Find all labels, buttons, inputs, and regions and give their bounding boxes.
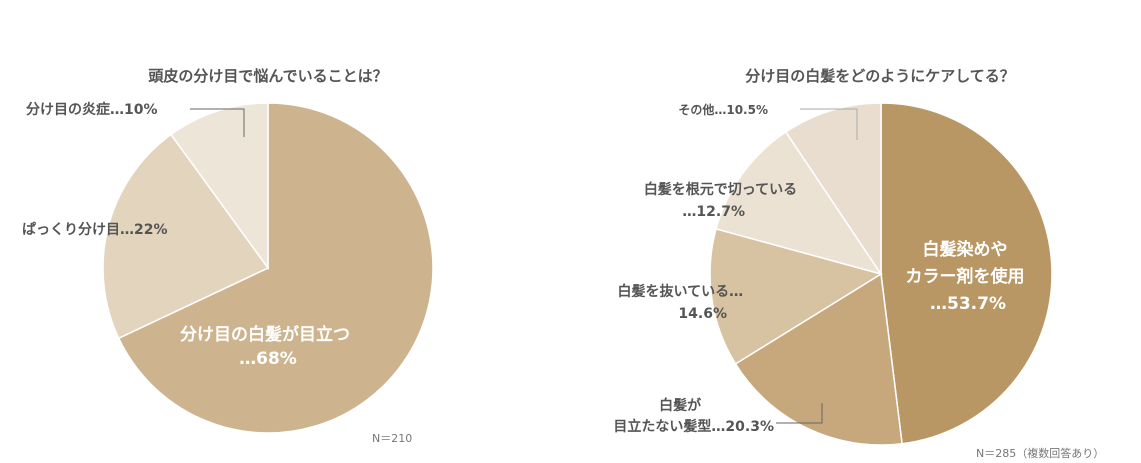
chart-1-slice-0 [117, 102, 434, 434]
chart-2-slice-0 [880, 102, 1053, 445]
chart-1-title: 頭皮の分け目で悩んでいることは？ [148, 67, 387, 85]
chart-1-slice-1 [102, 133, 270, 340]
chart-1-leader-2 [190, 108, 245, 137]
chart-2-leader-1 [776, 403, 823, 424]
chart-1: 頭皮の分け目で悩んでいることは？ 分け目の白髪が目立つ …68% ぱっくり分け目… [22, 67, 434, 445]
chart-2-title: 分け目の白髪をどのようにケアしてる？ [745, 67, 1015, 85]
chart-2-slice-1 [734, 272, 903, 446]
chart-1-note: N＝210 [372, 432, 412, 445]
chart-2-note: N＝285（複数回答あり） [976, 446, 1104, 460]
chart-1-label-0: 分け目の白髪が目立つ …68% [180, 324, 356, 369]
chart-2-label-3: 白髪を根元で切っている …12.7% [644, 181, 802, 220]
chart-2-label-4: その他…10.5% [678, 102, 768, 117]
chart-1-label-1: ぱっくり分け目…22% [22, 221, 168, 238]
chart-2-slice-4 [784, 102, 882, 277]
chart-2-label-0: 白髪染めや カラー剤を使用 …53.7% [906, 239, 1031, 314]
chart-2-label-2: 白髪を抜いている… 14.6% [618, 283, 748, 322]
chart-1-label-2: 分け目の炎症…10% [26, 101, 158, 118]
chart-2-leader-4 [800, 108, 858, 140]
chart-1-slice-2 [169, 102, 269, 271]
chart-2-label-1: 白髪が 目立たない髪型…20.3% [613, 397, 774, 435]
chart-2: 分け目の白髪をどのようにケアしてる？ 白髪染めや カラー剤を使用 …53.7% … [613, 67, 1104, 460]
chart-2-slice-3 [715, 130, 883, 276]
